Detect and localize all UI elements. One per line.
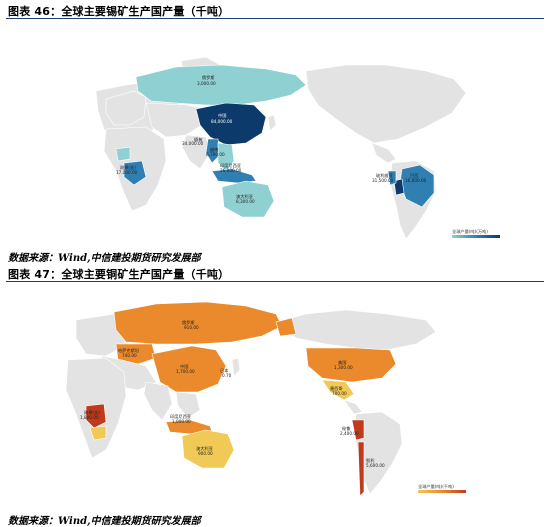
japan-land: [231, 357, 241, 377]
map-label-name: 刚果(金): [120, 164, 136, 171]
usa-region: [305, 347, 397, 383]
map-label-value: 700.00: [332, 391, 347, 396]
map-label-name: 缅甸: [194, 136, 202, 143]
map-label-name: 中国: [218, 112, 226, 119]
map-label-name: 中国: [180, 363, 188, 370]
china-region: [195, 102, 267, 146]
map-label-name: 刚果(金): [84, 409, 100, 416]
map-label-name: 澳大利亚: [196, 445, 213, 452]
map-label-name: 巴西: [410, 173, 418, 179]
map-label-value: 34,000.00: [182, 141, 204, 146]
map-label-name: 印度尼西亚: [170, 413, 191, 420]
copper-production-map: 俄罗斯 910.00 哈萨克斯坦 740.00 中国 1,700.00 日本 0…: [6, 286, 544, 508]
alaska-region: [275, 317, 297, 337]
north-america-east-land: [305, 64, 467, 144]
map-label-value: 6,700.00: [206, 152, 225, 157]
map-label-name: 美国: [338, 359, 346, 366]
map-label-value: 900.00: [198, 451, 213, 456]
figure-47-source: 数据来源：Wind,中信建投期货研究发展部: [8, 516, 201, 527]
drc-region: [123, 160, 147, 186]
map-label-name: 越南: [210, 146, 218, 153]
bolivia-region: [393, 178, 405, 196]
chile-region: [357, 441, 365, 497]
drc-region: [85, 403, 107, 429]
legend-color-ramp: [418, 490, 466, 493]
map-label-value: 0.70: [222, 373, 232, 378]
map-label-value: 5,600.00: [366, 463, 385, 468]
map-legend: 全球产量(吨)(万吨): [452, 228, 500, 238]
legend-title: 全球产量(吨)(万吨): [452, 228, 488, 235]
legend-color-ramp: [452, 235, 500, 238]
map-label-name: 印度尼西亚: [220, 162, 241, 169]
australia-region: [181, 429, 235, 469]
map-label-name: 俄罗斯: [182, 319, 195, 326]
title-rule: [6, 281, 544, 282]
map-label-value: 740.00: [122, 353, 137, 358]
map-label-value: 8,300.00: [236, 199, 255, 204]
figure-46-source: 数据来源：Wind,中信建投期货研究发展部: [8, 253, 201, 264]
north-america-land: [275, 309, 437, 351]
myanmar-region: [205, 138, 221, 164]
map-label-value: 3,000.00: [197, 81, 216, 86]
map-label-value: 1,700.00: [176, 369, 195, 374]
australia-region: [221, 180, 275, 218]
southeast-asia-land: [217, 142, 235, 172]
figure-47-title: 图表 47：全球主要铜矿生产国产量（千吨）: [8, 268, 230, 281]
tin-production-map: 俄罗斯 3,000.00 中国 84,000.00 缅甸 34,000.00 越…: [6, 21, 544, 243]
map-label-name: 秘鲁: [342, 425, 350, 432]
peru-region: [351, 419, 365, 441]
figure-46-title: 图表 46：全球主要锡矿生产国产量（千吨）: [8, 5, 230, 18]
map-label-name: 澳大利亚: [236, 193, 253, 200]
map-label-name: 墨西哥: [330, 386, 343, 392]
map-label-value: 910.00: [184, 325, 199, 330]
map-label-value: 16,000.00: [405, 178, 427, 183]
map-label-name: 智利: [366, 457, 374, 464]
map-label-name: 俄罗斯: [202, 74, 215, 81]
map-label-name: 哈萨克斯坦: [118, 347, 140, 354]
india-land: [143, 381, 173, 421]
peru-region: [387, 170, 397, 186]
europe-land: [105, 90, 147, 126]
map-label-value: 1,300.00: [334, 365, 353, 370]
southeast-asia-land: [175, 391, 201, 419]
kazakhstan-region: [115, 343, 157, 365]
russia-region: [113, 301, 283, 345]
map-label-value: 26,000.00: [220, 168, 242, 173]
map-label-name: 玻利维亚: [376, 172, 393, 179]
mexico-region: [321, 379, 355, 401]
indonesia-region: [211, 168, 257, 184]
map-label-value: 1,000.00: [172, 419, 191, 424]
russia-region: [135, 64, 307, 106]
japan-land: [267, 114, 277, 132]
map-legend: 全球产量(吨)(千吨): [418, 483, 466, 493]
map-label-value: 2,400.00: [340, 431, 359, 436]
legend-title: 全球产量(吨)(千吨): [418, 483, 454, 490]
india-land: [181, 134, 211, 170]
map-label-value: 17,000.00: [116, 170, 138, 175]
map-label-value: 31,500.00: [372, 178, 394, 183]
map-label-name: 日本: [220, 367, 229, 374]
central-asia-land: [145, 102, 207, 138]
map-label-value: 1,800.00: [80, 415, 99, 420]
central-africa-region: [115, 146, 131, 162]
central-america-land: [371, 142, 397, 164]
central-america-land: [343, 399, 363, 415]
title-rule: [6, 18, 544, 19]
zambia-region: [89, 425, 107, 441]
map-label-value: 84,000.00: [211, 119, 233, 124]
